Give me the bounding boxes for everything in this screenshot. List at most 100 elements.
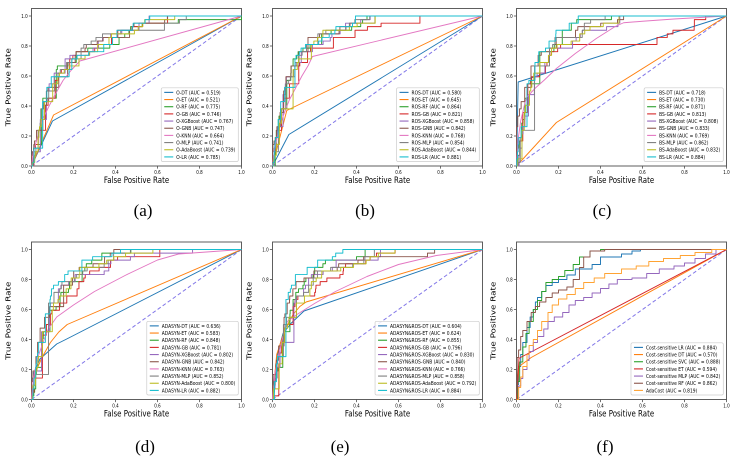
y-tick-label: 0.2 — [262, 133, 268, 140]
roc-subplot-e: 0.0 0.2 0.4 0.6 0.8 1.0 0.0 0.2 0.4 0.6 0.8 1.0 Fals… — [245, 241, 486, 419]
legend-entry-label: ROS-AdaBoost (AUC = 0.844) — [412, 147, 477, 154]
y-tick-label: 0.8 — [262, 277, 268, 284]
roc-curve-cost-sensitive — [516, 249, 727, 400]
legend-entry-label: O-LR (AUC = 0.785) — [176, 154, 220, 161]
legend-entry-label: ADASYN&ROS-XGBoost (AUC = 0.830) — [390, 352, 474, 359]
roc-curve-adasyn-rf — [31, 249, 242, 400]
roc-curve-adasyn-lr — [31, 249, 242, 400]
legend-entry-label: ADASYN&ROS-LR (AUC = 0.884) — [390, 388, 461, 395]
legend-entry-label: ROS-GNB (AUC = 0.842) — [412, 126, 466, 133]
legend-entry-label: Cost-sensitive SVC (AUC = 0.888) — [646, 359, 720, 366]
x-tick-label: 0.0 — [28, 169, 34, 176]
y-axis-label: True Positive Rate — [245, 48, 253, 127]
x-tick-label: 0.4 — [597, 403, 603, 410]
legend-entry-label: Cost-sensitive DT (AUC = 0.570) — [646, 352, 718, 359]
roc-curve-ros-et — [272, 15, 483, 167]
y-tick-label: 0.4 — [506, 337, 512, 344]
roc-curve-bs-mlp — [516, 15, 727, 167]
legend-entry-label: BS-MLP (AUC = 0.862) — [659, 140, 708, 147]
roc-curves — [272, 15, 483, 167]
legend-frame — [630, 342, 724, 396]
y-axis-label: True Positive Rate — [4, 282, 12, 361]
legend-entry-label: AdaCost (AUC = 0.819) — [646, 388, 697, 395]
x-tick-label: 0.0 — [513, 169, 519, 176]
x-tick-label: 1.0 — [723, 169, 729, 176]
legend-entry-label: ADASYN-AdaBoost (AUC = 0.800) — [162, 381, 236, 388]
x-tick-label: 0.0 — [269, 169, 275, 176]
y-tick-label: 0.4 — [21, 337, 27, 344]
y-tick-label: 0.8 — [21, 277, 27, 284]
y-tick-label: 0.0 — [506, 397, 512, 404]
x-tick-label: 0.4 — [112, 169, 118, 176]
roc-curve-bs-et — [516, 15, 727, 167]
roc-curve-cost-sensitive — [516, 249, 727, 400]
y-axis: 0.0 0.2 0.4 0.6 0.8 1.0 — [506, 247, 517, 404]
x-axis: 0.0 0.2 0.4 0.6 0.8 1.0 — [28, 166, 245, 176]
roc-curve-o-lr — [31, 15, 242, 167]
legend-entry-label: Cost-sensitive LR (AUC = 0.884) — [646, 345, 717, 352]
y-axis: 0.0 0.2 0.4 0.6 0.8 1.0 — [21, 247, 32, 404]
legend-entry-label: O-XGBoost (AUC = 0.767) — [176, 119, 233, 126]
legend-entry-label: Cost-sensitive ET (AUC = 0.594) — [646, 366, 717, 373]
roc-curve-ros-adaboost — [272, 15, 483, 167]
x-axis-label: False Positive Rate — [589, 175, 654, 185]
x-tick-label: 0.2 — [311, 169, 317, 176]
x-axis-label: False Positive Rate — [345, 175, 410, 185]
x-axis: 0.0 0.2 0.4 0.6 0.8 1.0 — [269, 166, 486, 176]
roc-curve-adasyn-ros-lr — [272, 249, 483, 400]
legend-entry-label: ROS-ET (AUC = 0.645) — [412, 97, 462, 104]
y-tick-label: 0.4 — [21, 103, 27, 110]
y-tick-label: 0.6 — [506, 307, 512, 314]
roc-curves — [31, 249, 242, 400]
y-tick-label: 0.6 — [262, 73, 268, 80]
y-tick-label: 0.0 — [21, 163, 27, 170]
axes-frame — [516, 8, 727, 167]
x-tick-label: 0.0 — [269, 403, 275, 410]
x-tick-label: 0.6 — [639, 169, 645, 176]
roc-curve-adasyn-ros-adaboost — [272, 249, 483, 400]
y-tick-label: 0.2 — [506, 367, 512, 374]
legend-entry-label: ADASYN&ROS-AdaBoost (AUC = 0.792) — [390, 381, 476, 388]
legend-entry-label: BS-ET (AUC = 0.730) — [659, 97, 705, 104]
y-tick-label: 0.2 — [262, 367, 268, 374]
x-tick-label: 0.2 — [311, 403, 317, 410]
x-tick-label: 0.2 — [70, 169, 76, 176]
roc-curves — [31, 15, 242, 167]
legend-entry-label: BS-RF (AUC = 0.871) — [659, 104, 705, 111]
roc-curve-adasyn-gnb — [31, 249, 242, 400]
legend-entry-label: O-AdaBoost (AUC = 0.739) — [176, 147, 235, 154]
legend-entry-label: ROS-KNN (AUC = 0.768) — [412, 133, 466, 140]
legend-entry-label: ADASYN-XGBoost (AUC = 0.802) — [162, 352, 233, 359]
legend-entry-label: O-DT (AUC = 0.519) — [176, 90, 220, 97]
x-tick-label: 1.0 — [238, 169, 244, 176]
legend-entry-label: ADASYN&ROS-GB (AUC = 0.796) — [390, 345, 462, 352]
legend-entry-label: ADASYN-RF (AUC = 0.848) — [162, 338, 220, 345]
roc-curve-adasyn-ros-gnb — [272, 249, 483, 400]
x-tick-label: 0.4 — [353, 169, 359, 176]
legend-entry-label: ADASYN-ET (AUC = 0.583) — [162, 331, 220, 338]
y-tick-label: 0.8 — [506, 43, 512, 50]
x-tick-label: 1.0 — [723, 403, 729, 410]
legend-entry-label: O-KNN (AUC = 0.664) — [176, 133, 224, 140]
y-axis-label: True Positive Rate — [4, 48, 12, 127]
roc-curve-ros-lr — [272, 15, 483, 167]
legend-entry-label: ROS-GB (AUC = 0.821) — [412, 111, 463, 118]
x-tick-label: 0.2 — [70, 403, 76, 410]
legend-entry-label: ADASYN&ROS-ET (AUC = 0.624) — [390, 331, 461, 338]
legend-frame — [643, 87, 724, 162]
x-axis: 0.0 0.2 0.4 0.6 0.8 1.0 — [513, 399, 730, 410]
legend-entry-label: O-ET (AUC = 0.521) — [176, 97, 220, 104]
x-tick-label: 0.8 — [437, 169, 443, 176]
legend-entry-label: ADASYN-MLP (AUC = 0.852) — [162, 374, 224, 381]
y-tick-label: 0.4 — [262, 103, 268, 110]
y-tick-label: 0.2 — [21, 133, 27, 140]
legend-entry-label: ADASYN-LR (AUC = 0.882) — [162, 388, 220, 395]
x-tick-label: 0.8 — [681, 403, 687, 410]
x-axis-label: False Positive Rate — [589, 409, 654, 419]
roc-curve-adasyn-adaboost — [31, 249, 242, 400]
y-axis: 0.0 0.2 0.4 0.6 0.8 1.0 — [262, 13, 273, 170]
x-tick-label: 0.6 — [395, 169, 401, 176]
y-tick-label: 0.8 — [262, 43, 268, 50]
legend-entry-label: BS-KNN (AUC = 0.769) — [659, 133, 709, 140]
